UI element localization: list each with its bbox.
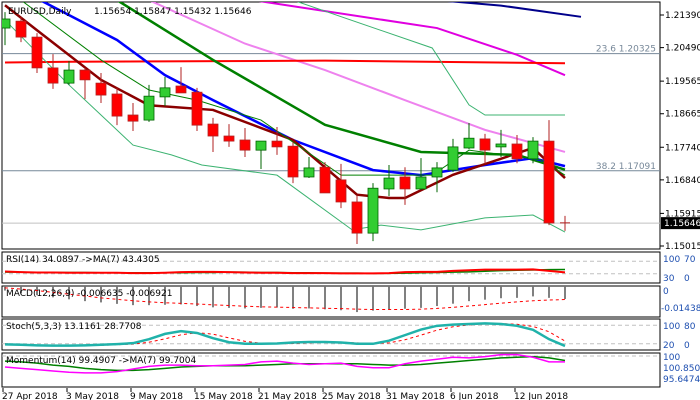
stoch-level-label: 80	[684, 322, 696, 332]
rsi-level-label: 70	[684, 255, 696, 265]
ma-navy-line	[447, 2, 582, 18]
fib-level-label: 23.6 1.20325	[596, 45, 656, 55]
stoch-level-label: 20	[663, 341, 675, 351]
price-tick-label: 1.17740	[665, 143, 700, 153]
bearish-candle	[15, 20, 27, 38]
ma-magenta-line	[258, 2, 566, 77]
rsi-line	[4, 268, 566, 275]
bullish-candle	[63, 69, 75, 84]
price-panel[interactable]: 23.6 1.20325 38.2 1.17091	[0, 0, 661, 250]
bullish-candle	[383, 177, 395, 190]
bullish-candle	[415, 176, 427, 190]
price-tick-label: 1.18665	[665, 110, 700, 120]
bearish-candle	[287, 145, 299, 178]
bearish-candle	[207, 123, 219, 137]
momentum-level-label: 95.6474	[663, 375, 700, 385]
macd-plot	[4, 286, 566, 313]
band-upper-line	[296, 2, 565, 116]
stoch-plot	[2, 322, 660, 348]
bearish-candle	[511, 143, 523, 160]
ma-violet-line	[150, 2, 566, 153]
stoch-level-label: 0	[684, 341, 690, 351]
bearish-candle	[31, 36, 43, 69]
bearish-candle	[191, 91, 203, 126]
ma-blue-line	[41, 2, 566, 177]
bearish-candle	[351, 201, 363, 234]
bearish-candle	[271, 140, 283, 148]
bearish-candle	[335, 179, 347, 203]
price-plot: 23.6 1.20325 38.2 1.17091	[2, 2, 660, 245]
axes: 1.21390 1.20490 1.19565 1.18665 1.17740 1.168…	[2, 11, 700, 400]
indicator-panels: RSI(14) 34.0897 ->MA(7) 43.4305 MACD(12,2…	[1, 251, 661, 388]
price-tick-label: 1.16840	[665, 176, 700, 186]
bearish-candle	[399, 176, 411, 190]
bearish-candle	[543, 140, 555, 224]
macd-level-label: -0.014386	[661, 304, 700, 314]
bearish-candle	[127, 114, 139, 122]
bullish-candle	[495, 143, 507, 148]
bullish-candle	[143, 95, 155, 121]
date-tick-label: 9 May 2018	[130, 392, 183, 400]
price-tick-label: 1.15915	[665, 209, 700, 219]
rsi-plot	[2, 260, 660, 275]
momentum-level-label: 100	[663, 353, 680, 363]
bearish-candle	[239, 139, 251, 151]
date-tick-label: 3 May 2018	[66, 392, 119, 400]
bearish-candle	[223, 135, 235, 142]
current-price-label: 1.15646	[664, 219, 700, 229]
date-tick-label: 31 May 2018	[386, 392, 445, 400]
stoch-level-label: 100	[663, 322, 680, 332]
bearish-candle	[47, 67, 59, 84]
bullish-candle	[527, 140, 539, 160]
bullish-candle	[255, 140, 267, 151]
bearish-candle	[319, 166, 331, 194]
date-tick-label: 15 May 2018	[194, 392, 253, 400]
chart-ohlc-readout: 1.15654 1.15847 1.15432 1.15646	[94, 7, 252, 17]
rsi-level-label: 30	[663, 274, 675, 284]
date-tick-label: 27 Apr 2018	[2, 392, 58, 400]
bullish-candle	[2, 18, 11, 29]
bullish-candle	[463, 137, 475, 149]
bullish-candle	[159, 87, 171, 98]
stoch-label: Stoch(5,3,3) 13.1161 28.7708	[6, 322, 142, 332]
price-tick-label: 1.20490	[665, 44, 700, 54]
momentum-label: Momentum(14) 99.4907 ->MA(7) 99.7004	[6, 356, 197, 366]
band-lower-line	[4, 19, 566, 233]
momentum-ma-line	[4, 355, 566, 372]
momentum-line	[4, 353, 566, 374]
bearish-candle	[95, 82, 107, 96]
bearish-candle	[79, 69, 91, 81]
stoch-main-line	[4, 322, 566, 348]
bullish-candle	[303, 167, 315, 178]
date-tick-label: 6 Jun 2018	[450, 392, 499, 400]
macd-label: MACD(12,26,9) -0.006635 -0.006921	[6, 289, 172, 299]
rsi-level-label: 0	[684, 274, 690, 284]
price-tick-label: 1.21390	[665, 11, 700, 21]
price-tick-label: 1.19565	[665, 77, 700, 87]
macd-panel-frame	[1, 285, 661, 318]
bearish-candle	[111, 93, 123, 117]
momentum-plot	[2, 353, 660, 374]
bearish-candle	[479, 138, 491, 151]
chart-title: EURUSD,Daily	[8, 7, 72, 17]
rsi-panel-frame	[1, 251, 661, 284]
rsi-label: RSI(14) 34.0897 ->MA(7) 43.4305	[6, 255, 160, 265]
date-tick-label: 21 May 2018	[258, 392, 317, 400]
bullish-candle	[447, 146, 459, 171]
bullish-candle	[431, 167, 443, 178]
current-price-badge	[661, 217, 700, 230]
price-tick-label: 1.15015	[665, 242, 700, 252]
rsi-level-label: 100	[663, 255, 680, 265]
fib-level-label: 38.2 1.17091	[596, 162, 656, 172]
bullish-candle	[367, 187, 379, 234]
macd-level-label: 0	[663, 287, 669, 297]
date-tick-label: 12 Jun 2018	[514, 392, 568, 400]
date-tick-label: 25 May 2018	[322, 392, 381, 400]
bearish-candle	[175, 85, 187, 94]
